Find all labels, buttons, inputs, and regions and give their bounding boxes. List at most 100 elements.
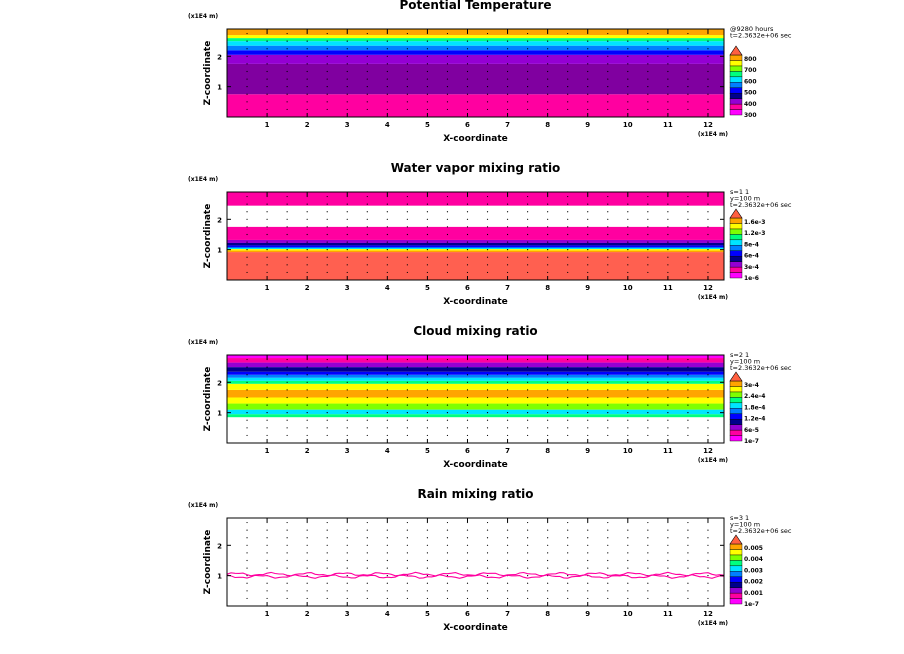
grid-dot <box>426 529 429 531</box>
grid-dot <box>707 597 709 600</box>
grid-dot <box>346 389 348 391</box>
grid-dot <box>607 195 609 198</box>
grid-dot <box>707 544 709 546</box>
grid-dot <box>627 544 629 546</box>
grid-dot <box>707 241 709 243</box>
grid-dot <box>246 567 248 569</box>
grid-dot <box>306 256 308 258</box>
grid-dot <box>386 101 388 103</box>
grid-dot <box>667 264 669 266</box>
grid-dot <box>486 590 489 592</box>
grid-dot <box>687 48 689 50</box>
grid-dot <box>246 32 248 35</box>
grid-dot <box>567 366 569 368</box>
grid-dot <box>547 271 549 274</box>
grid-dot <box>426 195 429 198</box>
grid-dot <box>567 241 569 243</box>
grid-dot <box>386 48 388 50</box>
grid-dot <box>286 40 288 42</box>
grid-dot <box>707 521 709 524</box>
grid-dot <box>306 396 308 399</box>
grid-dot <box>627 396 629 399</box>
grid-dot <box>667 537 669 539</box>
grid-dot <box>527 48 529 50</box>
grid-dot <box>486 358 489 361</box>
grid-dot <box>607 358 609 361</box>
x-tick-label: 8 <box>545 610 550 618</box>
grid-dot <box>687 55 689 57</box>
x-tick-label: 7 <box>505 447 510 455</box>
grid-dot <box>667 366 669 368</box>
grid-dot <box>687 552 689 554</box>
grid-dot <box>346 55 348 57</box>
grid-dot <box>326 567 328 569</box>
grid-dot <box>246 78 248 80</box>
grid-dot <box>567 419 569 421</box>
grid-dot <box>366 396 368 399</box>
grid-dot <box>346 271 348 274</box>
grid-dot <box>627 101 629 103</box>
grid-dot <box>386 63 388 65</box>
grid-dot <box>446 203 449 205</box>
grid-dot <box>406 78 408 80</box>
grid-dot <box>506 203 509 205</box>
grid-dot <box>446 521 449 524</box>
grid-dot <box>667 374 669 376</box>
grid-dot <box>426 271 429 274</box>
grid-dot <box>527 358 529 361</box>
grid-dot <box>587 427 589 429</box>
grid-dot <box>386 381 388 383</box>
grid-dot <box>667 544 669 546</box>
grid-dot <box>346 559 348 562</box>
grid-dot <box>446 195 449 198</box>
grid-dot <box>687 249 689 251</box>
grid-dot <box>286 358 288 361</box>
y-unit-label: (x1E4 m) <box>188 176 218 183</box>
grid-dot <box>246 256 248 258</box>
y-tick-label: 2 <box>217 53 222 61</box>
grid-dot <box>627 434 629 437</box>
grid-dot <box>707 70 709 73</box>
grid-dot <box>426 590 429 592</box>
grid-dot <box>627 48 629 50</box>
grid-dot <box>486 226 489 228</box>
panel-title: Cloud mixing ratio <box>413 324 537 338</box>
y-tick-label: 1 <box>217 247 222 255</box>
colorbar-arrow <box>729 534 743 545</box>
info-text: t=2.3632e+06 sec <box>730 32 792 40</box>
grid-dot <box>366 389 368 391</box>
colorbar-swatch <box>729 92 743 99</box>
grid-dot <box>426 389 429 391</box>
grid-dot <box>527 195 529 198</box>
contour-band <box>227 355 724 359</box>
grid-dot <box>627 264 629 266</box>
grid-dot <box>567 40 569 42</box>
grid-dot <box>527 101 529 103</box>
grid-dot <box>627 195 629 198</box>
grid-dot <box>647 195 649 198</box>
x-tick-label: 12 <box>703 284 713 292</box>
grid-dot <box>667 552 669 554</box>
grid-dot <box>346 544 348 546</box>
grid-dot <box>547 211 549 213</box>
grid-dot <box>587 521 589 524</box>
grid-dot <box>286 218 288 220</box>
grid-dot <box>567 32 569 35</box>
grid-dot <box>607 582 609 584</box>
x-unit-label: (x1E4 m) <box>698 294 728 301</box>
x-tick-label: 7 <box>505 610 510 618</box>
grid-dot <box>607 271 609 274</box>
grid-dot <box>286 434 288 437</box>
grid-dot <box>607 559 609 562</box>
grid-dot <box>406 40 408 42</box>
grid-dot <box>647 249 649 251</box>
contour-band <box>227 239 724 243</box>
grid-dot <box>707 559 709 562</box>
grid-dot <box>286 70 288 73</box>
grid-dot <box>506 419 509 421</box>
colorbar-swatch <box>729 239 743 246</box>
grid-dot <box>647 404 649 406</box>
grid-dot <box>647 412 649 414</box>
x-tick-label: 12 <box>703 610 713 618</box>
